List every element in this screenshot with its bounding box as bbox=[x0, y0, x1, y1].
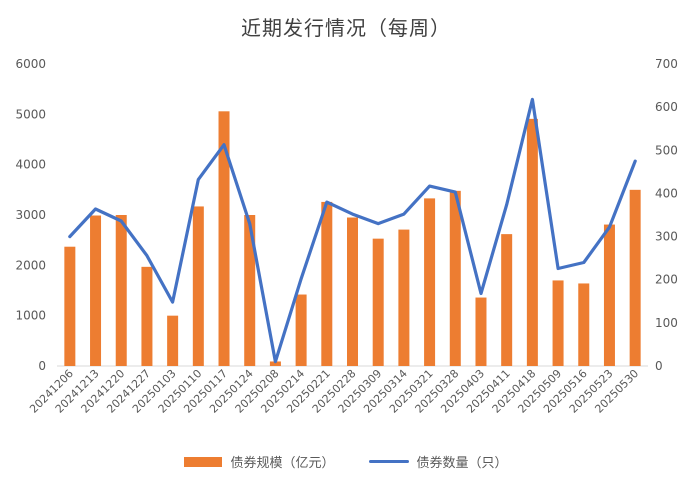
bar bbox=[192, 206, 204, 366]
bar bbox=[603, 224, 615, 366]
legend-item-bars: 债券规模（亿元） bbox=[184, 452, 335, 471]
y-left-tick-label: 5000 bbox=[15, 107, 46, 121]
y-left-tick-label: 1000 bbox=[15, 309, 46, 323]
y-right-tick-label: 500 bbox=[655, 143, 678, 157]
bar bbox=[115, 215, 127, 366]
y-left-tick-label: 3000 bbox=[15, 208, 46, 222]
legend-label-line: 债券数量（只） bbox=[416, 456, 508, 471]
bar bbox=[90, 215, 102, 366]
bar bbox=[141, 266, 153, 366]
y-left-tick-label: 2000 bbox=[15, 258, 46, 272]
bar bbox=[526, 118, 538, 366]
legend-swatch-line bbox=[368, 460, 409, 463]
bar-series bbox=[64, 111, 641, 367]
bar bbox=[552, 280, 564, 366]
y-right-tick-label: 300 bbox=[655, 230, 678, 244]
bar bbox=[347, 217, 358, 366]
bar bbox=[167, 315, 179, 366]
bar bbox=[424, 198, 436, 366]
y-right-tick-label: 0 bbox=[655, 359, 663, 373]
legend: 债券规模（亿元） 债券数量（只） bbox=[0, 452, 692, 471]
y-right-tick-label: 700 bbox=[655, 57, 678, 71]
y-right-tick-label: 600 bbox=[655, 100, 678, 114]
bar bbox=[372, 238, 384, 366]
bar bbox=[218, 111, 230, 367]
chart-title: 近期发行情况（每周） bbox=[241, 16, 451, 40]
bar bbox=[501, 234, 513, 366]
bar bbox=[269, 361, 281, 366]
bar bbox=[295, 294, 307, 366]
y-left-tick-label: 4000 bbox=[15, 158, 46, 172]
bar bbox=[244, 215, 256, 366]
y-right-tick-label: 100 bbox=[655, 316, 678, 330]
bar bbox=[64, 246, 76, 366]
y-right-tick-label: 400 bbox=[655, 186, 678, 200]
legend-swatch-bar bbox=[184, 456, 223, 467]
y-left-tick-label: 0 bbox=[38, 359, 46, 373]
bar bbox=[629, 189, 641, 366]
bar bbox=[321, 201, 333, 366]
legend-label-bars: 债券规模（亿元） bbox=[230, 456, 335, 471]
y-left-tick-label: 6000 bbox=[15, 57, 46, 71]
bar bbox=[578, 283, 590, 366]
line-series bbox=[68, 97, 637, 364]
legend-item-line: 债券数量（只） bbox=[368, 452, 508, 471]
bar bbox=[449, 190, 461, 366]
y-right-tick-label: 200 bbox=[655, 273, 678, 287]
bar bbox=[398, 229, 410, 366]
bar bbox=[475, 297, 487, 366]
